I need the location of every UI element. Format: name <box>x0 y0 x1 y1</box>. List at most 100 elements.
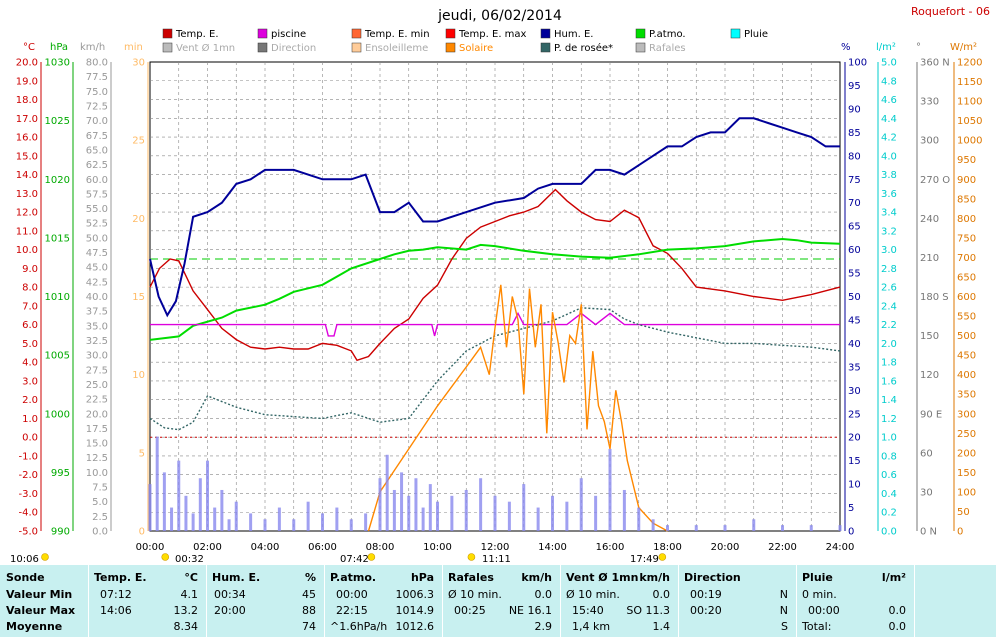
rain-tick-label: 4.2 <box>881 133 897 144</box>
rafales-bar <box>206 460 209 531</box>
hum-tick-label: 30 <box>848 386 861 397</box>
temp-unit: °C <box>23 42 35 53</box>
time-tick-label: 04:00 <box>251 542 280 553</box>
summary-col-press: P.atmo. hPa 00:00 1006.3 22:15 1014.9 ^1… <box>324 565 443 637</box>
wind-tick-label: 60.0 <box>86 175 108 186</box>
dir-tick-label: 120 <box>920 370 939 381</box>
rafales-bar <box>428 484 432 531</box>
hum-e-line <box>149 117 840 318</box>
temp-tick-label: 2.0 <box>22 395 38 406</box>
dir-tick-label: 180 S <box>920 292 949 303</box>
legend-swatch <box>162 28 173 39</box>
legend-label: Solaire <box>459 43 493 54</box>
solar-unit: W/m² <box>950 42 977 53</box>
rafales-bar <box>666 525 669 531</box>
solar-tick-label: 800 <box>957 214 976 225</box>
solar-tick-label: 150 <box>957 468 976 479</box>
rain-tick-label: 3.4 <box>881 208 897 219</box>
temp-tick-label: 0.0 <box>22 433 38 444</box>
temp-tick-label: 14.0 <box>16 170 38 181</box>
temp-tick-label: 17.0 <box>16 114 38 125</box>
rafales-bar <box>378 478 382 531</box>
rain-tick-label: 4.8 <box>881 76 897 87</box>
gust-header: Rafales <box>448 571 494 584</box>
rain-tick-label: 1.2 <box>881 414 897 425</box>
dir-max-time: 00:20 <box>690 604 722 617</box>
temp-max-time: 14:06 <box>100 604 132 617</box>
rafales-bar <box>170 507 174 531</box>
wind-tick-label: 45.0 <box>86 263 108 274</box>
hum-tick-label: 80 <box>848 151 861 162</box>
min-tick-label: 10 <box>132 370 145 381</box>
solar-tick-label: 1050 <box>957 116 982 127</box>
temp-tick-label: 15.0 <box>16 151 38 162</box>
rain-tick-label: 4.0 <box>881 151 897 162</box>
sun-icon <box>467 553 476 561</box>
wind-tick-label: 15.0 <box>86 439 108 450</box>
dir-max-val: N <box>779 604 788 617</box>
wind-tick-label: 0.0 <box>92 527 108 538</box>
rafales-bar <box>536 507 540 531</box>
temp-tick-label: 1.0 <box>22 414 38 425</box>
sun-icon <box>41 553 49 561</box>
legend: Temp. E. piscine Temp. E. min Temp. E. max H… <box>162 28 768 54</box>
temp-tick-label: -2.0 <box>18 470 38 481</box>
rafales-bar <box>522 484 526 531</box>
temp-tick-label: -4.0 <box>18 508 38 519</box>
rafales-bar <box>234 501 238 531</box>
temp-tick-label: 5.0 <box>22 339 38 350</box>
temp-tick-label: 16.0 <box>16 133 38 144</box>
solar-tick-label: 1000 <box>957 136 982 147</box>
wind-tick-label: 37.5 <box>86 307 108 318</box>
temp-tick-label: 18.0 <box>16 95 38 106</box>
wind-tick-label: 57.5 <box>86 189 108 200</box>
p-de-ros-e-line <box>149 307 841 431</box>
temp-tick-label: -5.0 <box>18 527 38 538</box>
rafales-bar <box>184 495 188 531</box>
rain-avg-val: 0.0 <box>888 620 907 633</box>
legend-swatch <box>635 28 646 39</box>
rain-tick-label: 2.2 <box>881 320 897 331</box>
temp-tick-label: 10.0 <box>16 245 38 256</box>
temp-tick-label: 11.0 <box>16 226 38 237</box>
rafales-bar <box>277 507 281 531</box>
sonde-header: Sonde <box>6 571 45 584</box>
rafales-bar <box>436 501 439 531</box>
wind-tick-label: 40.0 <box>86 292 108 303</box>
legend-swatch <box>351 42 362 53</box>
summary-col-dir: Direction 00:19 N 00:20 N S <box>678 565 797 637</box>
rain-tick-label: 0.8 <box>881 451 897 462</box>
rafales-bar <box>507 501 511 531</box>
station-name: Roquefort - 06 <box>911 5 990 18</box>
temp-tick-label: 20.0 <box>16 58 38 69</box>
solar-tick-label: 250 <box>957 429 976 440</box>
solar-tick-label: 450 <box>957 351 976 362</box>
series <box>148 117 842 532</box>
hum-tick-label: 15 <box>848 456 861 467</box>
dir-min-time: 00:19 <box>690 588 722 601</box>
dir-tick-label: 90 E <box>920 409 942 420</box>
rafales-bar <box>162 472 166 531</box>
rafales-bar <box>191 513 195 531</box>
temp-tick-label: 3.0 <box>22 376 38 387</box>
rain-tick-label: 1.6 <box>881 376 897 387</box>
gust-avg-val: 2.9 <box>534 620 553 633</box>
rain-tick-label: 2.4 <box>881 301 897 312</box>
time-tick-label: 00:00 <box>136 542 165 553</box>
time-tick-label: 18:00 <box>653 542 682 553</box>
hum-tick-label: 55 <box>848 269 861 280</box>
legend-swatch <box>445 28 456 39</box>
hum-tick-label: 65 <box>848 222 861 233</box>
rain-tick-label: 3.6 <box>881 189 897 200</box>
min-tick-label: 5 <box>139 448 145 459</box>
wind-tick-label: 25.0 <box>86 380 108 391</box>
sun-event-sunrise: 07:42 <box>340 554 369 565</box>
legend-label: P. de rosée* <box>554 42 613 54</box>
hum-max-time: 20:00 <box>214 604 246 617</box>
press-unit-cell: hPa <box>410 571 434 584</box>
rain-tick-label: 3.8 <box>881 170 897 181</box>
wind-tick-label: 32.5 <box>86 336 108 347</box>
rafales-bar <box>421 507 425 531</box>
wind-tick-label: 27.5 <box>86 365 108 376</box>
temp-tick-label: -1.0 <box>18 451 38 462</box>
